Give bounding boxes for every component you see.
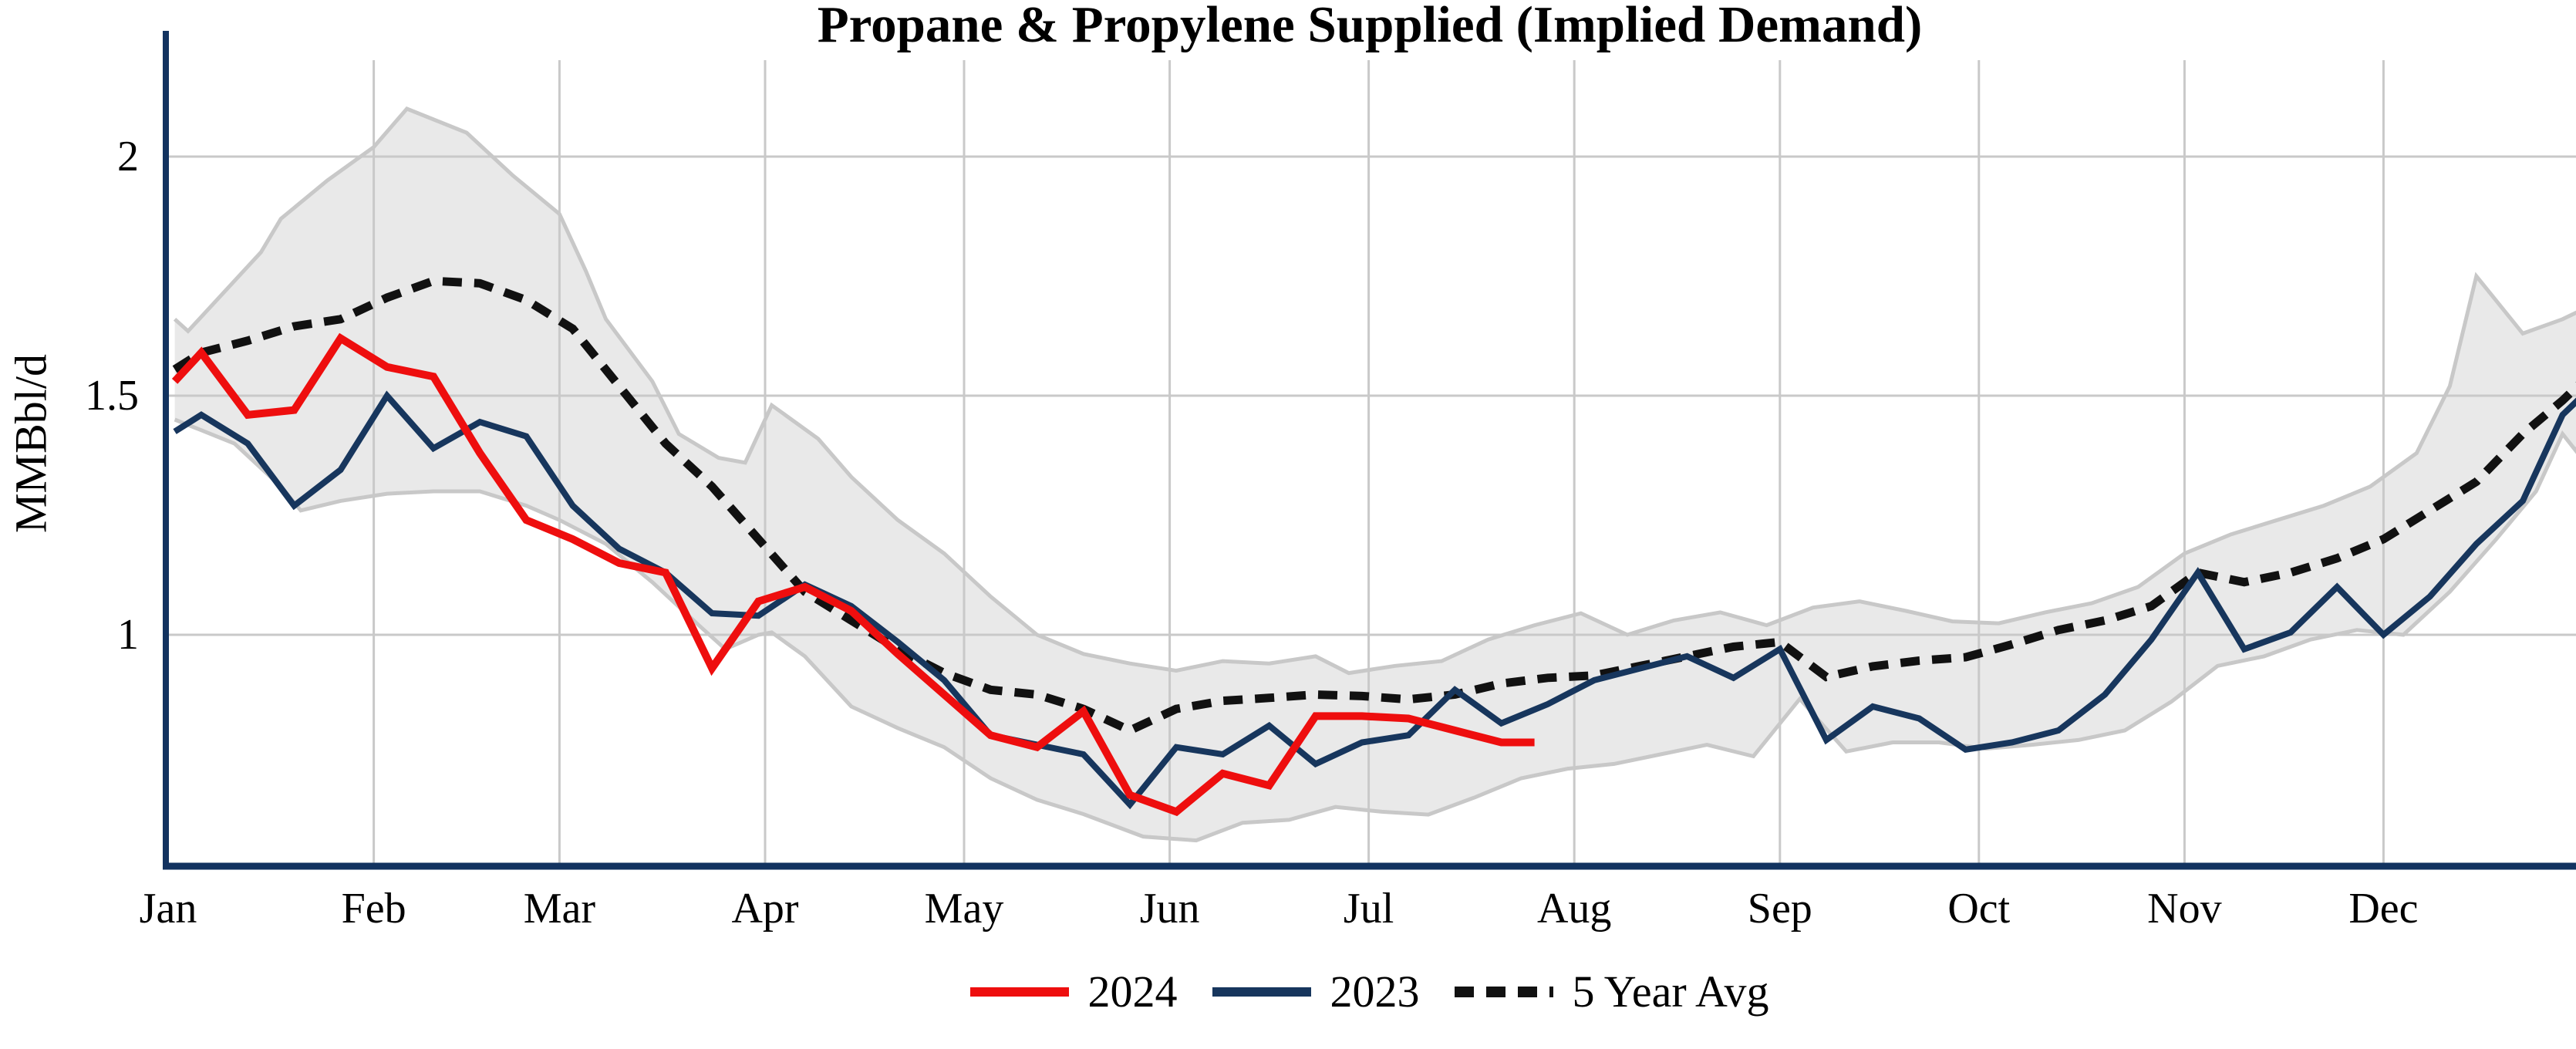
y-tick-label-1: 1 [117, 611, 139, 659]
legend-swatch-black [1455, 986, 1554, 997]
legend-item-2023: 2023 [1212, 966, 1419, 1017]
five-year-range-band [174, 109, 2576, 841]
y-tick-label-2: 2 [117, 133, 139, 180]
band-upper-edge [173, 106, 2576, 676]
x-tick-label-apr: Apr [731, 885, 799, 933]
y-tick-label-1.5: 1.5 [85, 372, 139, 420]
series-line-5-year-avg [172, 276, 2576, 736]
x-tick-label-may: May [924, 885, 1004, 933]
x-tick-label-mar: Mar [523, 885, 596, 933]
legend-label: 2023 [1330, 966, 1420, 1017]
legend-label: 5 Year Avg [1572, 966, 1769, 1017]
legend-label: 2024 [1087, 966, 1178, 1017]
legend-swatch-navy [1212, 987, 1312, 997]
x-tick-label-dec: Dec [2348, 885, 2419, 933]
x-tick-label-oct: Oct [1947, 885, 2011, 933]
x-tick-label-aug: Aug [1536, 885, 1612, 933]
x-tick-label-nov: Nov [2147, 885, 2222, 933]
legend: 2024 2023 5 Year Avg [164, 966, 2576, 1017]
x-tick-label-sep: Sep [1747, 885, 1812, 933]
legend-swatch-red [970, 987, 1070, 997]
series-line-2024 [171, 332, 1535, 817]
series-line-2023 [173, 390, 2576, 810]
x-tick-label-jul: Jul [1343, 885, 1394, 933]
legend-item-2024: 2024 [970, 966, 1177, 1017]
legend-item-5-year-avg: 5 Year Avg [1455, 966, 1769, 1017]
x-tick-label-jan: Jan [139, 885, 197, 933]
band-lower-edge [174, 417, 2576, 843]
chart-title: Propane & Propylene Supplied (Implied De… [817, 0, 1923, 53]
x-tick-label-jun: Jun [1139, 885, 1200, 933]
x-tick-label-feb: Feb [341, 885, 406, 933]
